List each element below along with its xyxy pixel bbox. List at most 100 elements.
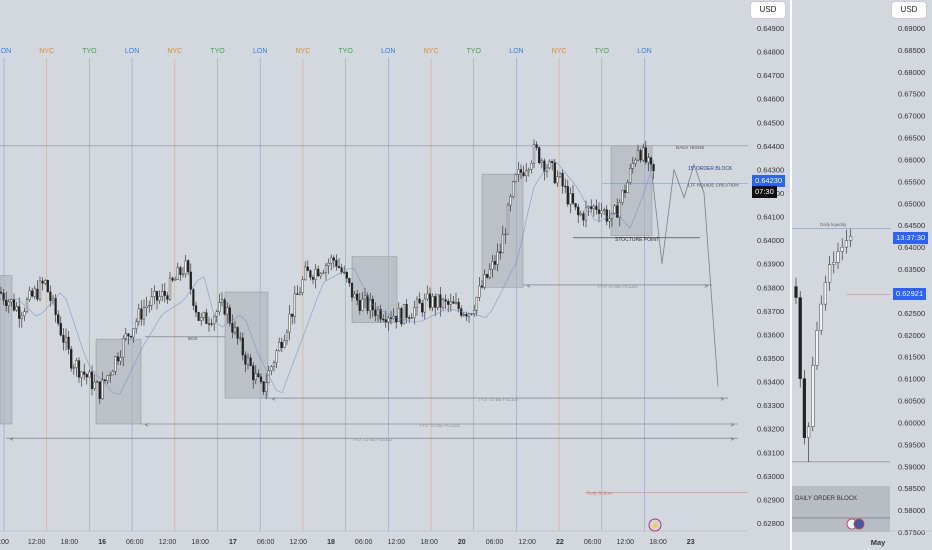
candle-body bbox=[634, 159, 637, 164]
candle-body bbox=[558, 173, 562, 177]
candle-body bbox=[512, 181, 515, 197]
candle-body bbox=[452, 301, 455, 304]
candle-body bbox=[111, 371, 114, 376]
candle-body bbox=[426, 293, 429, 300]
currency-selector[interactable]: USD bbox=[751, 2, 785, 18]
side-candle-body bbox=[798, 297, 802, 379]
price-tick-label: 0.63200 bbox=[757, 425, 784, 434]
candle-body bbox=[96, 381, 99, 383]
candle-body bbox=[374, 309, 377, 316]
candle-body bbox=[0, 291, 3, 294]
main-price-chart[interactable]: LON NYC TYO LON NYC TYO LON NYC TYO LON NYC TYO LON N… bbox=[0, 0, 790, 550]
session-label: LON bbox=[637, 48, 651, 55]
candle-body bbox=[535, 144, 538, 148]
order-block-label: 15' ORDER BLOCK bbox=[688, 166, 733, 172]
candle-body bbox=[621, 190, 624, 203]
candle-body bbox=[18, 306, 21, 319]
candle-body bbox=[314, 268, 317, 280]
candle-body bbox=[309, 270, 312, 278]
candle-body bbox=[545, 167, 549, 172]
side-top-label: Daily liquidity bbox=[820, 222, 847, 227]
candle-body bbox=[382, 318, 385, 321]
candle-body bbox=[540, 160, 543, 164]
side-price-tick-label: 0.57500 bbox=[898, 528, 925, 537]
candle-body bbox=[610, 212, 614, 219]
candle-body bbox=[296, 293, 299, 295]
time-tick-label: 06:00 bbox=[355, 539, 373, 546]
candle-body bbox=[28, 290, 31, 300]
candle-body bbox=[33, 288, 36, 297]
candle-body bbox=[574, 203, 577, 208]
side-candle-body bbox=[811, 365, 815, 428]
candle-body bbox=[376, 308, 380, 316]
candle-body bbox=[83, 371, 86, 375]
price-tick-label: 0.63100 bbox=[757, 448, 784, 457]
candle-body bbox=[153, 291, 156, 297]
session-label: TYO bbox=[338, 48, 353, 55]
side-price-tick-label: 0.59500 bbox=[898, 440, 925, 449]
arrow-head-left: < bbox=[272, 397, 276, 403]
tyo-label-3: TYO TO BE FILLED bbox=[419, 423, 460, 428]
current-price-tag: 0.64230 bbox=[752, 175, 786, 187]
candle-body bbox=[142, 307, 146, 320]
side-price-chart[interactable]: 0.69000 0.68500 0.68000 0.67500 0.67000 0.665… bbox=[792, 0, 932, 550]
side-currency-selector[interactable]: USD bbox=[892, 2, 926, 18]
session-label: NYC bbox=[424, 48, 439, 55]
candle-body bbox=[181, 273, 185, 275]
candle-body bbox=[38, 280, 42, 300]
candle-body bbox=[124, 333, 127, 339]
lightning-icon bbox=[648, 518, 662, 532]
price-tick-label: 0.64900 bbox=[757, 24, 784, 33]
main-chart-panel[interactable]: LON NYC TYO LON NYC TYO LON NYC TYO LON NYC TYO LON N… bbox=[0, 0, 790, 550]
side-price-tick-label: 0.63500 bbox=[898, 265, 925, 274]
session-label: NYC bbox=[552, 48, 567, 55]
candle-body bbox=[127, 333, 130, 337]
time-tick-label: 16 bbox=[98, 539, 106, 546]
candle-countdown-tag: 07:30 bbox=[752, 186, 777, 198]
candle-body bbox=[116, 356, 120, 362]
candle-body bbox=[57, 314, 60, 324]
candle-body bbox=[483, 274, 486, 288]
candle-body bbox=[288, 313, 291, 333]
candle-body bbox=[298, 292, 302, 295]
candle-body bbox=[369, 299, 372, 311]
order-block-zone bbox=[224, 291, 269, 399]
candle-body bbox=[317, 268, 320, 277]
candle-body bbox=[605, 209, 608, 222]
candle-body bbox=[244, 354, 247, 365]
candle-body bbox=[561, 173, 564, 187]
candle-body bbox=[150, 296, 153, 306]
candle-body bbox=[236, 327, 239, 339]
candle-body bbox=[233, 327, 237, 333]
candle-body bbox=[174, 279, 177, 281]
candle-body bbox=[366, 295, 369, 311]
candle-body bbox=[647, 157, 650, 163]
candle-body bbox=[465, 314, 468, 317]
candle-body bbox=[280, 341, 283, 348]
time-tick-label: 18:00 bbox=[649, 539, 667, 546]
candle-body bbox=[129, 335, 133, 338]
arrow-head-right: > bbox=[704, 284, 708, 290]
candle-body bbox=[168, 277, 172, 300]
side-countdown-tag: 13:37:30 bbox=[893, 232, 929, 244]
arrow-head-right: > bbox=[730, 423, 734, 429]
candle-body bbox=[62, 335, 65, 343]
candle-body bbox=[475, 297, 478, 311]
candle-body bbox=[579, 213, 582, 216]
candle-body bbox=[158, 296, 161, 301]
candle-body bbox=[467, 313, 471, 317]
candle-body bbox=[12, 299, 16, 311]
candle-body bbox=[590, 206, 593, 209]
candle-body bbox=[252, 365, 255, 381]
candle-body bbox=[301, 279, 304, 293]
candle-body bbox=[639, 150, 642, 161]
candle-body bbox=[285, 331, 289, 341]
candle-body bbox=[566, 186, 569, 205]
side-chart-panel[interactable]: 0.69000 0.68500 0.68000 0.67500 0.67000 0.665… bbox=[792, 0, 932, 550]
candle-body bbox=[88, 371, 91, 378]
time-tick-label: 17 bbox=[229, 539, 237, 546]
candle-body bbox=[514, 174, 517, 182]
candle-body bbox=[207, 323, 211, 325]
candle-body bbox=[46, 280, 49, 293]
us-flag-icon bbox=[853, 518, 865, 530]
